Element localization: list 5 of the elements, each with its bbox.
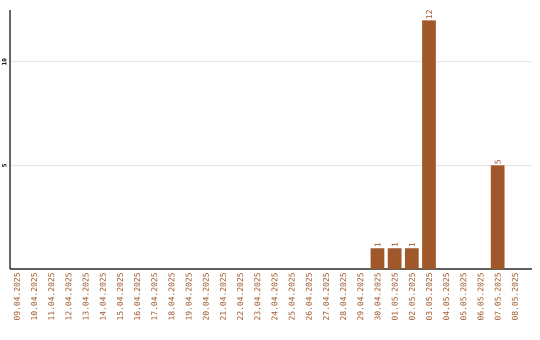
bar bbox=[422, 20, 436, 269]
bar bbox=[490, 165, 505, 269]
bar bbox=[388, 248, 402, 269]
bar bbox=[370, 248, 384, 269]
bar bbox=[404, 248, 419, 269]
